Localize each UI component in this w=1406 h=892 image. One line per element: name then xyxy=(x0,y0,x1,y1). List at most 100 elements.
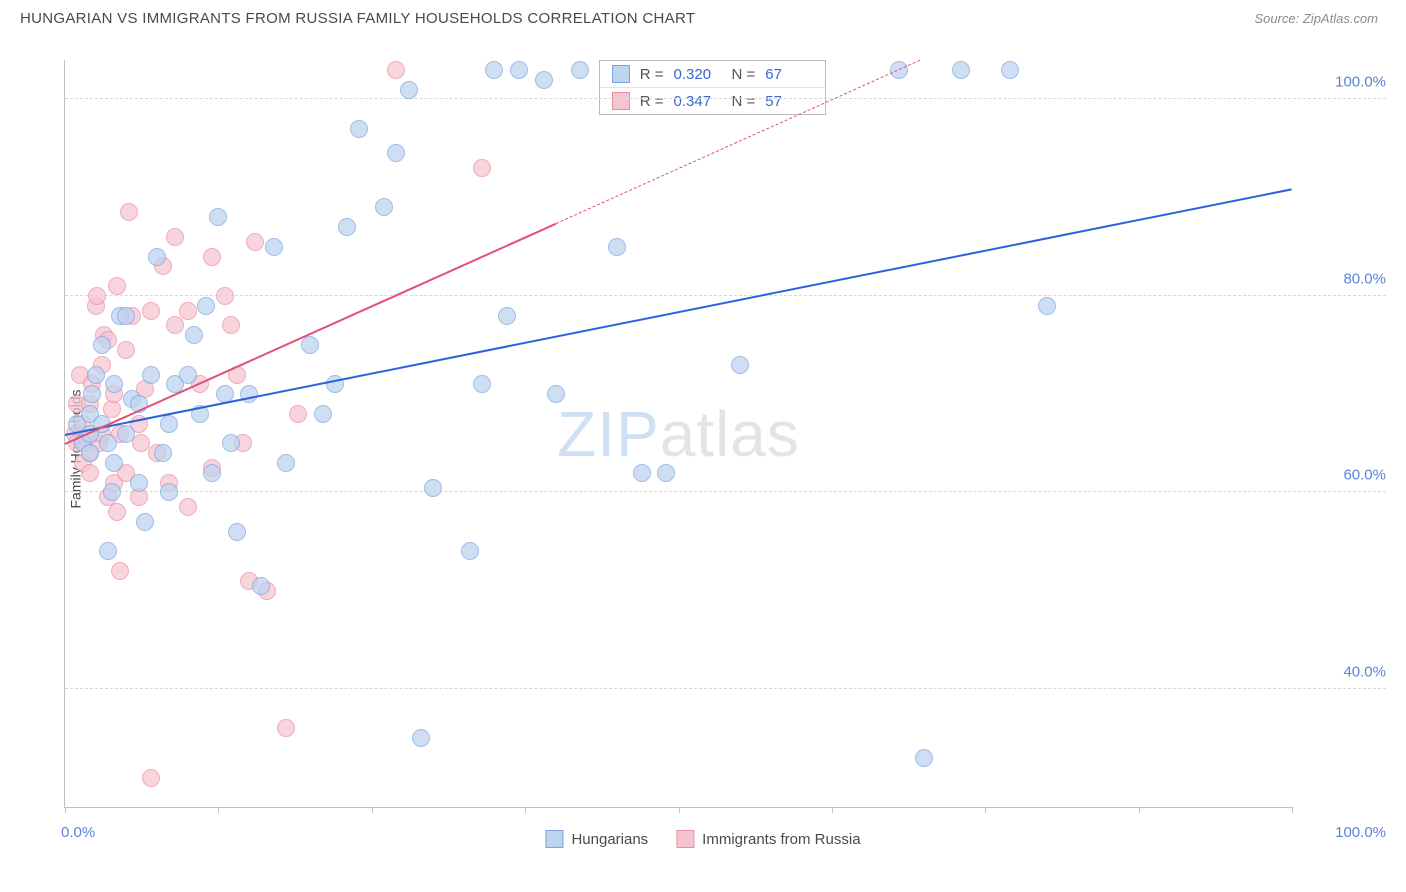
data-point xyxy=(185,326,203,344)
series-swatch xyxy=(612,65,630,83)
series-swatch xyxy=(612,92,630,110)
data-point xyxy=(179,498,197,516)
data-point xyxy=(111,562,129,580)
data-point xyxy=(571,61,589,79)
y-tick-label: 80.0% xyxy=(1300,270,1386,287)
data-point xyxy=(246,233,264,251)
data-point xyxy=(657,464,675,482)
legend-label: Hungarians xyxy=(571,831,648,848)
data-point xyxy=(485,61,503,79)
data-point xyxy=(338,218,356,236)
data-point xyxy=(142,366,160,384)
data-point xyxy=(148,248,166,266)
data-point xyxy=(93,336,111,354)
data-point xyxy=(222,434,240,452)
gridline xyxy=(65,491,1386,492)
data-point xyxy=(160,415,178,433)
data-point xyxy=(136,513,154,531)
data-point xyxy=(222,316,240,334)
x-tick xyxy=(832,807,833,813)
data-point xyxy=(197,297,215,315)
gridline xyxy=(65,295,1386,296)
data-point xyxy=(252,577,270,595)
data-point xyxy=(105,454,123,472)
data-point xyxy=(314,405,332,423)
data-point xyxy=(99,434,117,452)
data-point xyxy=(535,71,553,89)
data-point xyxy=(633,464,651,482)
data-point xyxy=(87,366,105,384)
data-point xyxy=(1038,297,1056,315)
data-point xyxy=(209,208,227,226)
gridline xyxy=(65,688,1386,689)
data-point xyxy=(608,238,626,256)
data-point xyxy=(142,769,160,787)
x-tick xyxy=(372,807,373,813)
n-label: N = xyxy=(732,93,756,110)
data-point xyxy=(473,375,491,393)
legend-item: Immigrants from Russia xyxy=(676,830,860,848)
x-tick xyxy=(1292,807,1293,813)
data-point xyxy=(179,366,197,384)
x-tick xyxy=(65,807,66,813)
data-point xyxy=(461,542,479,560)
legend-label: Immigrants from Russia xyxy=(702,831,860,848)
stats-row: R = 0.320 N = 67 xyxy=(600,61,826,87)
data-point xyxy=(915,749,933,767)
data-point xyxy=(228,523,246,541)
data-point xyxy=(166,316,184,334)
data-point xyxy=(166,228,184,246)
r-value: 0.347 xyxy=(674,93,722,110)
data-point xyxy=(277,454,295,472)
data-point xyxy=(142,302,160,320)
data-point xyxy=(99,542,117,560)
n-value: 67 xyxy=(765,66,813,83)
data-point xyxy=(387,61,405,79)
legend-swatch xyxy=(545,830,563,848)
r-value: 0.320 xyxy=(674,66,722,83)
data-point xyxy=(412,729,430,747)
stats-box: R =0.320N =67R =0.347N =57 xyxy=(599,60,827,115)
data-point xyxy=(81,444,99,462)
x-tick xyxy=(1139,807,1140,813)
data-point xyxy=(132,434,150,452)
y-tick-label: 60.0% xyxy=(1300,467,1386,484)
data-point xyxy=(400,81,418,99)
legend-swatch xyxy=(676,830,694,848)
data-point xyxy=(81,464,99,482)
n-label: N = xyxy=(732,66,756,83)
r-label: R = xyxy=(640,66,664,83)
data-point xyxy=(130,474,148,492)
watermark: ZIPatlas xyxy=(557,397,800,471)
scatter-plot: ZIPatlas R =0.320N =67R =0.347N =57 40.0… xyxy=(64,60,1292,808)
data-point xyxy=(952,61,970,79)
data-point xyxy=(424,479,442,497)
data-point xyxy=(160,483,178,501)
trend-line xyxy=(65,188,1292,436)
chart-region: Family Households ZIPatlas R =0.320N =67… xyxy=(20,42,1386,856)
source-label: Source: ZipAtlas.com xyxy=(1254,11,1378,26)
gridline xyxy=(65,98,1386,99)
data-point xyxy=(105,375,123,393)
data-point xyxy=(103,483,121,501)
data-point xyxy=(375,198,393,216)
data-point xyxy=(387,144,405,162)
r-label: R = xyxy=(640,93,664,110)
data-point xyxy=(88,287,106,305)
data-point xyxy=(108,277,126,295)
data-point xyxy=(117,341,135,359)
legend-item: Hungarians xyxy=(545,830,648,848)
x-tick xyxy=(218,807,219,813)
data-point xyxy=(1001,61,1019,79)
data-point xyxy=(216,287,234,305)
y-tick-label: 100.0% xyxy=(1300,74,1386,91)
data-point xyxy=(498,307,516,325)
data-point xyxy=(117,425,135,443)
stats-row: R =0.347N =57 xyxy=(600,87,826,114)
data-point xyxy=(265,238,283,256)
x-tick xyxy=(679,807,680,813)
data-point xyxy=(301,336,319,354)
data-point xyxy=(731,356,749,374)
data-point xyxy=(83,385,101,403)
data-point xyxy=(277,719,295,737)
